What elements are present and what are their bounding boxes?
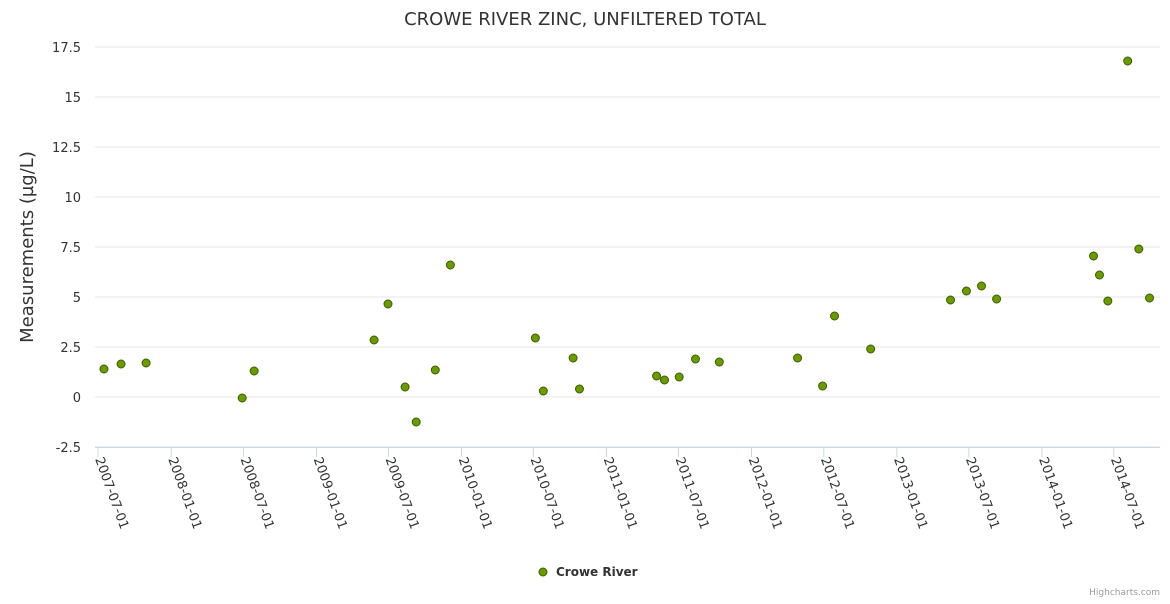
data-point xyxy=(830,311,840,321)
data-point xyxy=(674,372,684,382)
x-tick-label: 2013-07-01 xyxy=(962,455,1002,531)
data-point xyxy=(1134,244,1144,254)
y-tick-label: -2.5 xyxy=(56,441,81,456)
credits[interactable]: Highcharts.com xyxy=(1089,588,1160,598)
x-tick-label: 2014-01-01 xyxy=(1035,455,1075,531)
y-tick-label: 7.5 xyxy=(60,241,81,256)
data-point xyxy=(445,260,455,270)
data-point xyxy=(714,357,724,367)
y-tick-label: 10 xyxy=(64,191,81,206)
data-point xyxy=(946,295,956,305)
data-point xyxy=(249,366,259,376)
data-point xyxy=(977,281,987,291)
x-axis-ticks: 2007-07-01 2008-01-01 2008-07-01 2009-01-01… xyxy=(91,447,1147,531)
data-point xyxy=(538,386,548,396)
y-axis-label: Measurements (µg/L) xyxy=(17,151,38,343)
data-point xyxy=(659,375,669,385)
data-point xyxy=(793,353,803,363)
data-point xyxy=(369,335,379,345)
legend-marker xyxy=(538,567,548,577)
data-point xyxy=(652,371,662,381)
y-tick-label: 0 xyxy=(73,391,81,406)
x-tick-label: 2008-07-01 xyxy=(237,455,277,531)
x-tick-label: 2010-01-01 xyxy=(455,455,495,531)
x-tick-label: 2014-07-01 xyxy=(1107,455,1147,531)
data-point xyxy=(574,384,584,394)
data-point xyxy=(400,382,410,392)
y-tick-label: 12.5 xyxy=(52,141,81,156)
data-point xyxy=(237,393,247,403)
x-tick-label: 2012-07-01 xyxy=(817,455,857,531)
legend[interactable]: Crowe River xyxy=(538,565,638,579)
legend-label[interactable]: Crowe River xyxy=(556,565,638,579)
series-crowe-river xyxy=(99,56,1155,427)
data-point xyxy=(141,358,151,368)
data-point xyxy=(116,359,126,369)
x-tick-label: 2009-07-01 xyxy=(382,455,422,531)
y-tick-label: 5 xyxy=(73,291,81,306)
grid-lines xyxy=(95,46,1160,448)
data-point xyxy=(866,344,876,354)
data-point xyxy=(568,353,578,363)
x-tick-label: 2007-07-01 xyxy=(91,455,131,531)
data-point xyxy=(961,286,971,296)
y-tick-label: 17.5 xyxy=(52,41,81,56)
x-tick-label: 2011-01-01 xyxy=(600,455,640,531)
data-point xyxy=(992,294,1002,304)
data-point xyxy=(411,417,421,427)
data-point xyxy=(1103,296,1113,306)
data-point xyxy=(1145,293,1155,303)
chart-title: CROWE RIVER ZINC, UNFILTERED TOTAL xyxy=(404,9,766,30)
data-point xyxy=(690,354,700,364)
x-tick-label: 2012-01-01 xyxy=(745,455,785,531)
x-tick-label: 2008-01-01 xyxy=(164,455,204,531)
data-point xyxy=(818,381,828,391)
data-point xyxy=(383,299,393,309)
data-point xyxy=(1089,251,1099,261)
x-tick-label: 2010-07-01 xyxy=(527,455,567,531)
data-point xyxy=(99,364,109,374)
x-tick-label: 2009-01-01 xyxy=(310,455,350,531)
data-point xyxy=(1123,56,1133,66)
y-axis-ticks: -2.5 0 2.5 5 7.5 10 12.5 15 17.5 xyxy=(52,41,81,456)
x-tick-label: 2013-01-01 xyxy=(890,455,930,531)
x-tick-label: 2011-07-01 xyxy=(672,455,712,531)
data-point xyxy=(430,365,440,375)
data-point xyxy=(530,333,540,343)
data-point xyxy=(1094,270,1104,280)
y-tick-label: 2.5 xyxy=(60,341,81,356)
y-tick-label: 15 xyxy=(64,91,81,106)
